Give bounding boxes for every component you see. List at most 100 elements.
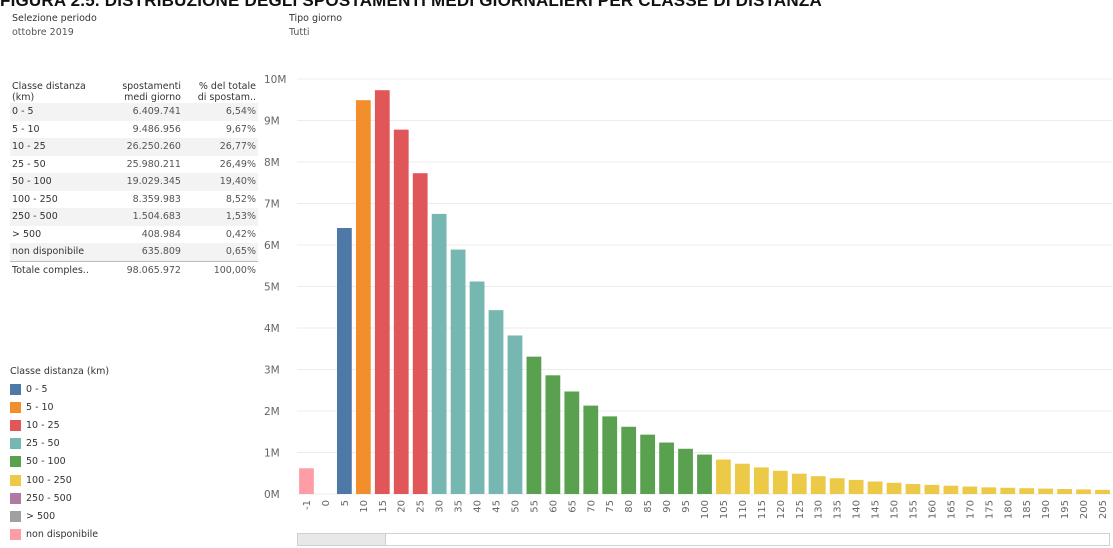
horizontal-scrollbar[interactable] [297,533,1110,546]
x-tick-label: 180 [1003,500,1014,519]
header-classe-line2: (km) [12,92,35,103]
bar[interactable] [867,481,883,494]
total-percent: 100,00% [182,260,258,279]
bar[interactable] [602,416,618,494]
table-row[interactable]: 25 - 50 25.980.211 26,49% [10,156,258,174]
table-row[interactable]: 100 - 250 8.359.983 8,52% [10,191,258,209]
legend-item[interactable]: 10 - 25 [10,416,109,434]
bar[interactable] [564,391,580,494]
cell-percent: 8,52% [225,193,256,205]
table-row[interactable]: 5 - 10 9.486.956 9,67% [10,121,258,139]
x-tick-label: 120 [776,500,787,519]
x-tick-label: 140 [852,500,863,519]
legend-swatch [10,510,21,522]
bar[interactable] [1057,489,1073,494]
bar[interactable] [640,434,656,494]
bar[interactable] [469,281,485,494]
table-total-row[interactable]: Totale comples.. 98.065.972 100,00% [10,260,258,279]
legend-item[interactable]: 250 - 500 [10,489,109,507]
bar[interactable] [374,90,390,494]
scrollbar-thumb[interactable] [298,534,386,545]
legend-item[interactable]: non disponibile [10,526,109,544]
legend-item[interactable]: 25 - 50 [10,435,109,453]
bar[interactable] [848,479,864,494]
bar[interactable] [962,486,978,494]
bar[interactable] [583,405,599,494]
legend-item[interactable]: 100 - 250 [10,471,109,489]
x-tick-label: 50 [510,500,521,513]
cell-classe: 10 - 25 [10,138,108,156]
bar[interactable] [1076,489,1091,494]
bar[interactable] [1038,488,1054,494]
bar[interactable] [412,173,428,494]
cell-classe: > 500 [12,228,42,240]
x-tick-label: 30 [435,500,446,513]
bar[interactable] [355,100,371,494]
bar[interactable] [1095,489,1110,494]
bar[interactable] [488,310,504,494]
bar[interactable] [735,463,750,494]
bar[interactable] [659,442,674,494]
header-classe[interactable]: Classe distanza (km) [10,75,107,103]
x-tick-label: 5 [340,500,351,506]
bar[interactable] [905,484,921,494]
bar[interactable] [621,426,637,494]
bar[interactable] [1019,488,1035,494]
cell-percent: 19,40% [182,173,258,191]
legend-label: 100 - 250 [26,474,72,486]
legend-item[interactable]: 0 - 5 [10,380,109,398]
bar[interactable] [450,249,466,494]
bar[interactable] [829,478,845,494]
bar[interactable] [924,484,940,494]
table-row[interactable]: 0 - 5 6.409.741 6,54% [10,103,258,121]
bar[interactable] [1000,487,1016,494]
y-tick-label: 2M [264,406,280,418]
legend-swatch [10,456,21,468]
table-row[interactable]: 250 - 500 1.504.683 1,53% [10,208,258,226]
header-spostamenti[interactable]: spostamenti medi giorno [107,75,183,103]
y-tick-label: 9M [264,116,280,128]
bar[interactable] [678,448,693,494]
cell-percent: 6,54% [182,103,258,121]
legend-swatch [10,401,21,413]
x-tick-label: 95 [681,500,692,513]
cell-percent: 26,77% [182,138,258,156]
period-filter-value[interactable]: ottobre 2019 [12,27,74,38]
x-tick-label: 55 [529,500,540,513]
bar[interactable] [336,227,352,495]
bar[interactable] [791,473,807,494]
table-row[interactable]: > 500 408.984 0,42% [10,226,258,244]
legend-label: 25 - 50 [26,438,60,450]
day-type-filter-value[interactable]: Tutti [289,27,310,38]
period-filter-label: Selezione periodo [12,13,97,24]
header-percent[interactable]: % del totale di spostam.. [183,75,258,103]
bar[interactable] [943,485,959,494]
legend-item[interactable]: 50 - 100 [10,453,109,471]
bar[interactable] [697,454,712,494]
bar[interactable] [526,356,542,494]
legend-swatch [10,474,21,486]
bar[interactable] [299,468,314,494]
bar[interactable] [886,482,902,494]
legend-item[interactable]: 5 - 10 [10,398,109,416]
total-spostamenti: 98.065.972 [107,260,183,279]
total-classe: Totale comples.. [10,260,108,279]
legend-label: 10 - 25 [26,419,60,431]
bar[interactable] [393,129,409,494]
bar[interactable] [772,470,788,494]
bar[interactable] [431,213,447,494]
table-row[interactable]: 50 - 100 19.029.345 19,40% [10,173,258,191]
cell-percent: 9,67% [225,123,256,135]
table-row[interactable]: non disponibile 635.809 0,65% [10,243,258,261]
table-row[interactable]: 10 - 25 26.250.260 26,77% [10,138,258,156]
x-tick-label: 70 [586,500,597,513]
bar[interactable] [507,335,523,494]
bar[interactable] [716,459,731,494]
bar[interactable] [981,487,997,494]
bar[interactable] [545,375,561,494]
header-percent-line1: % del totale [198,81,256,92]
bar[interactable] [753,467,769,494]
bar[interactable] [810,476,826,494]
legend-item[interactable]: > 500 [10,507,109,525]
x-tick-label: 100 [700,500,711,519]
